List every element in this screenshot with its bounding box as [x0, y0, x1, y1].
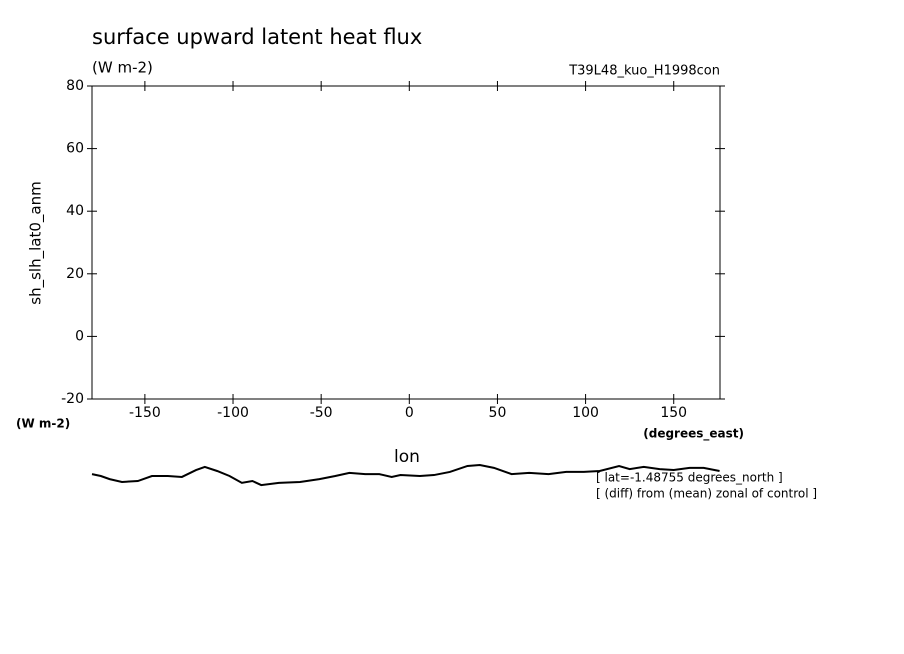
y-units: (W m-2) — [16, 417, 70, 431]
chart-title: surface upward latent heat flux — [92, 25, 422, 49]
data-line — [91, 464, 720, 487]
y-tick-label: 60 — [66, 141, 84, 157]
x-tick-label: -150 — [129, 405, 161, 421]
y-axis-label: sh_slh_lat0_anm — [27, 181, 46, 304]
x-tick-label: 0 — [405, 405, 414, 421]
note: [ (diff) from (mean) zonal of control ] — [596, 487, 817, 501]
dataset-label: T39L48_kuo_H1998con — [568, 64, 720, 79]
y-tick-label: -20 — [61, 391, 84, 407]
x-tick-label: -50 — [310, 405, 333, 421]
x-tick-label: 100 — [572, 405, 599, 421]
x-units: (degrees_east) — [643, 427, 744, 442]
x-tick-label: 50 — [489, 405, 507, 421]
y-tick-label: 0 — [75, 328, 84, 344]
y-tick-label: 20 — [66, 266, 84, 282]
x-tick-label: 150 — [660, 405, 687, 421]
x-tick-label: -100 — [217, 405, 249, 421]
y-tick-label: 40 — [66, 203, 84, 219]
plot-frame — [91, 85, 721, 400]
x-axis-label: lon — [394, 447, 420, 467]
y-tick-label: 80 — [66, 78, 84, 94]
note: [ lat=-1.48755 degrees_north ] — [596, 471, 783, 485]
units: (W m-2) — [92, 59, 153, 77]
